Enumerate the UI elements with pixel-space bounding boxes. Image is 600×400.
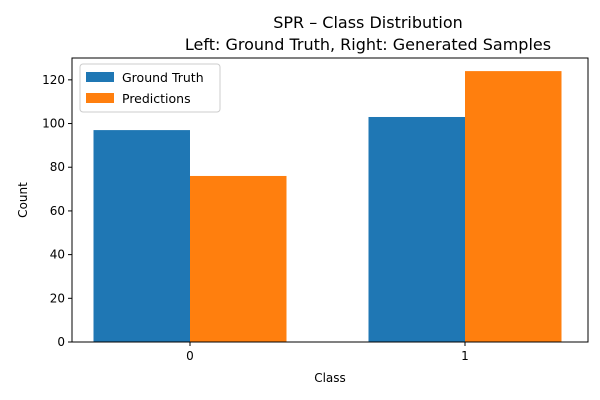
bar-predictions-class-1 (465, 71, 562, 342)
x-tick-label: 0 (186, 349, 194, 363)
legend: Ground Truth Predictions (79, 63, 221, 113)
y-axis-label: Count (16, 182, 30, 218)
y-tick-label: 60 (50, 204, 65, 218)
legend-entry-label: Ground Truth (122, 70, 204, 85)
y-tick-label: 20 (50, 291, 65, 305)
bar-ground-truth-class-1 (368, 116, 465, 342)
y-tick-label: 120 (42, 73, 65, 87)
y-tick-label: 40 (50, 248, 65, 262)
plot-frame (71, 57, 589, 343)
bar-ground-truth-class-0 (93, 130, 190, 342)
legend-box (79, 63, 221, 113)
y-tick-label: 80 (50, 160, 65, 174)
legend-swatch (86, 93, 114, 103)
legend-entry-label: Predictions (122, 91, 191, 106)
y-tick-label: 0 (57, 335, 65, 349)
y-tick-label: 100 (42, 117, 65, 131)
x-axis-label: Class (314, 371, 346, 385)
legend-swatch (86, 72, 114, 82)
x-tick-label: 1 (461, 349, 469, 363)
bar-predictions-class-0 (190, 175, 287, 342)
chart-subtitle: Left: Ground Truth, Right: Generated Sam… (185, 35, 551, 54)
chart-title: SPR – Class Distribution (273, 13, 463, 32)
bars-group (93, 71, 562, 342)
y-axis: 0 20 40 60 80 100 120 (42, 73, 72, 349)
